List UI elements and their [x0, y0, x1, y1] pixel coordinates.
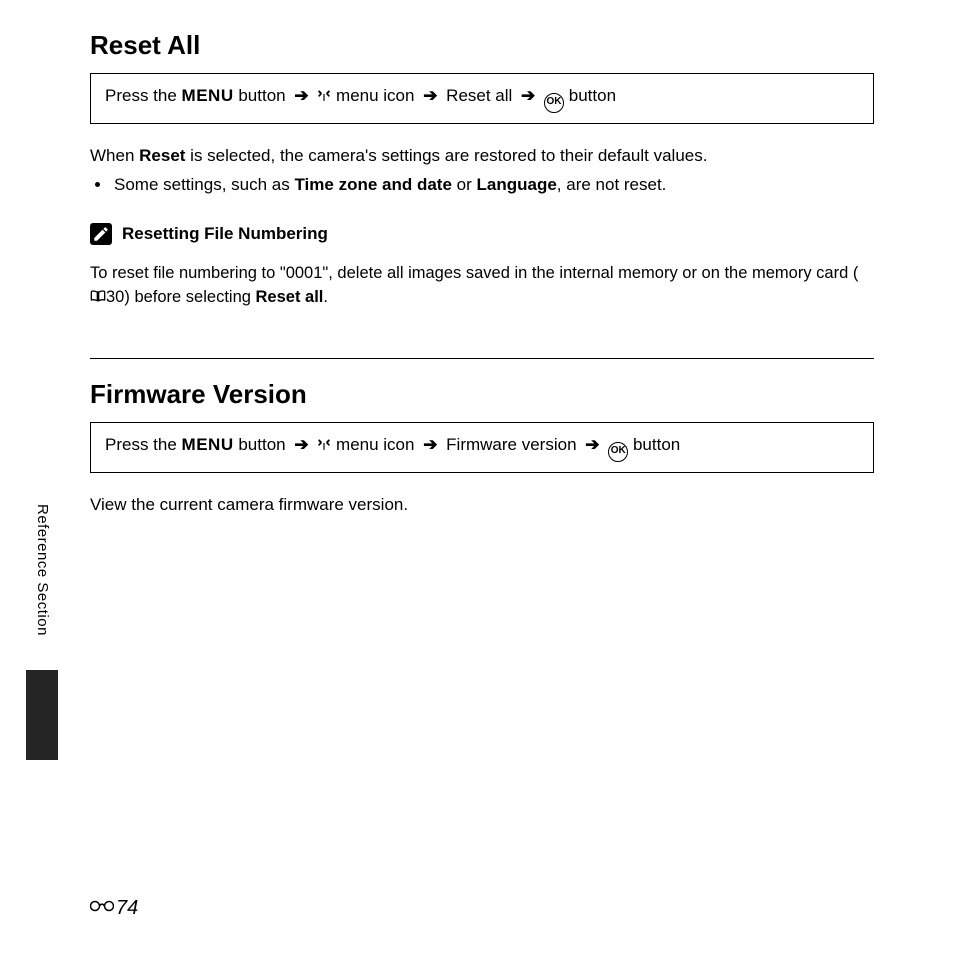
menu-button-label: MENU	[182, 435, 234, 454]
nav-text: Reset all	[441, 86, 517, 105]
page-number: 74	[90, 897, 138, 920]
menu-button-label: MENU	[182, 86, 234, 105]
reference-section-icon	[90, 898, 114, 919]
section-title-firmware: Firmware Version	[90, 379, 874, 410]
nav-path-reset-all: Press the MENU button ➔ menu icon ➔ Rese…	[90, 73, 874, 124]
text-bold: Time zone and date	[294, 175, 451, 194]
nav-text: button	[234, 435, 291, 454]
section-tab	[26, 670, 58, 760]
nav-text: menu icon	[331, 86, 419, 105]
text-bold: Reset	[139, 146, 185, 165]
nav-text: Firmware version	[441, 435, 581, 454]
arrow-icon: ➔	[423, 435, 437, 454]
page-number-value: 74	[116, 897, 138, 920]
text: is selected, the camera's settings are r…	[185, 146, 707, 165]
nav-text: Press the	[105, 435, 182, 454]
nav-path-firmware: Press the MENU button ➔ menu icon ➔ Firm…	[90, 422, 874, 473]
text-bold: Reset all	[256, 288, 324, 306]
setup-menu-icon	[317, 87, 331, 109]
page-ref-icon	[90, 287, 106, 307]
text: To reset file numbering to "0001", delet…	[90, 264, 858, 282]
text: or	[452, 175, 477, 194]
nav-text: button	[628, 435, 680, 454]
section-divider	[90, 358, 874, 359]
note-header: Resetting File Numbering	[90, 223, 874, 245]
nav-text: button	[234, 86, 291, 105]
arrow-icon: ➔	[585, 435, 599, 454]
page-ref-number: 30	[106, 288, 124, 306]
arrow-icon: ➔	[294, 435, 308, 454]
text: When	[90, 146, 139, 165]
text: .	[323, 288, 328, 306]
text: , are not reset.	[557, 175, 667, 194]
section-title-reset-all: Reset All	[90, 30, 874, 61]
text: Some settings, such as	[114, 175, 294, 194]
note-pencil-icon	[90, 223, 112, 245]
note-title: Resetting File Numbering	[122, 224, 328, 244]
arrow-icon: ➔	[423, 86, 437, 105]
nav-text: Press the	[105, 86, 182, 105]
list-item: Some settings, such as Time zone and dat…	[112, 173, 874, 198]
firmware-description: View the current camera firmware version…	[90, 493, 874, 518]
nav-text: menu icon	[331, 435, 419, 454]
note-body: To reset file numbering to "0001", delet…	[90, 262, 874, 310]
text-bold: Language	[477, 175, 557, 194]
arrow-icon: ➔	[294, 86, 308, 105]
text: ) before selecting	[124, 288, 255, 306]
nav-text: button	[564, 86, 616, 105]
ok-button-icon: OK	[544, 93, 564, 113]
reset-description: When Reset is selected, the camera's set…	[90, 144, 874, 169]
arrow-icon: ➔	[521, 86, 535, 105]
setup-menu-icon	[317, 436, 331, 458]
section-side-label: Reference Section	[34, 504, 51, 636]
reset-notes-list: Some settings, such as Time zone and dat…	[96, 173, 874, 198]
ok-button-icon: OK	[608, 442, 628, 462]
manual-page: Reset All Press the MENU button ➔ menu i…	[0, 0, 954, 954]
